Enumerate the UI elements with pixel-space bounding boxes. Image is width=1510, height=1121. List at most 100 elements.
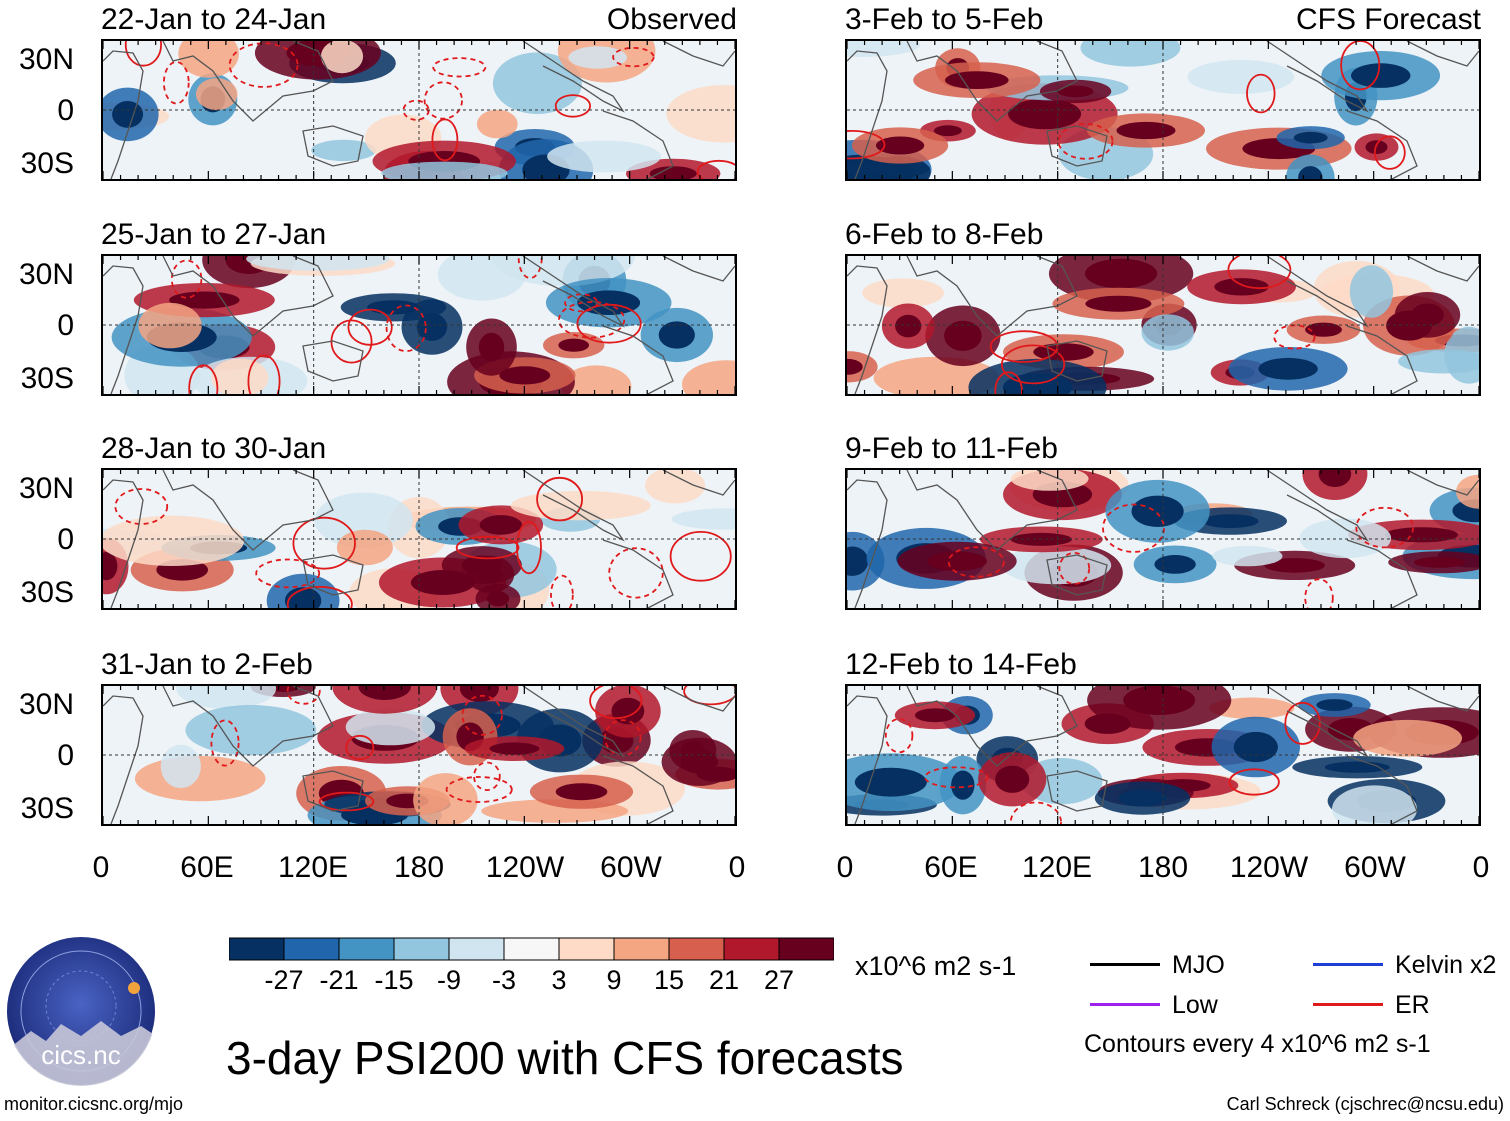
er-contour (1102, 503, 1165, 553)
coastline (1046, 770, 1108, 812)
anomaly-core (1085, 295, 1152, 312)
er-contour (947, 546, 1005, 578)
anomaly-core (1305, 322, 1342, 337)
coastline (662, 256, 735, 282)
anomaly-blob (103, 515, 245, 566)
colorbar-tick-label: 9 (606, 965, 622, 995)
anomaly-core (847, 546, 869, 576)
coastline (103, 265, 144, 394)
coastline (522, 686, 625, 758)
coastline (302, 554, 364, 596)
anomaly-core (933, 125, 962, 137)
er-contour (318, 791, 375, 812)
panel-title: 31-Jan to 2-Feb (101, 648, 313, 681)
map-panel-7 (845, 468, 1481, 610)
legend-line-mjo (1090, 963, 1160, 966)
er-contour (669, 531, 732, 582)
anomaly-core (558, 338, 589, 352)
anomaly-core (945, 71, 1009, 89)
anomaly-blob (176, 686, 277, 709)
anomaly-blob (666, 85, 735, 143)
lat-tick-label: 30N (18, 688, 74, 721)
cfs-forecast-label: CFS Forecast (1295, 3, 1481, 36)
coastline (1406, 256, 1479, 282)
anomaly-core (479, 515, 522, 535)
anomaly-core (951, 770, 975, 800)
coastline (522, 41, 625, 113)
colorbar-swatch (338, 937, 395, 961)
coastline (847, 265, 888, 394)
coastline (1346, 325, 1418, 394)
colorbar-tick-label: 3 (551, 965, 567, 995)
coastline (1266, 41, 1369, 113)
legend-line-er (1313, 1003, 1383, 1006)
er-contour (683, 686, 735, 706)
anomaly-core (895, 314, 922, 338)
map-panel-5 (845, 39, 1481, 181)
anomaly-core (103, 552, 118, 581)
lon-tick-label: 60E (924, 851, 978, 884)
er-contour (1284, 701, 1321, 745)
anomaly-blob (345, 708, 436, 746)
coastline (662, 41, 735, 67)
lat-tick-label: 30S (20, 362, 74, 395)
anomaly-blob (1332, 785, 1417, 824)
colorbar-swatch (668, 937, 725, 961)
anomaly-blob (847, 41, 921, 57)
anomaly-blob (1001, 546, 1112, 585)
anomaly-blob (568, 46, 627, 69)
anomaly-core (555, 783, 608, 801)
lat-tick-label: 30S (20, 792, 74, 825)
anomaly-core (847, 162, 894, 175)
anomaly-core (995, 765, 1030, 793)
legend-label: ER (1395, 991, 1430, 1019)
logo-text: cics.nc (41, 1040, 121, 1070)
anomaly-core (944, 320, 982, 351)
anomaly-blob (1187, 59, 1294, 94)
anomaly-blob (1010, 470, 1089, 491)
anomaly-core (1123, 686, 1196, 715)
anomaly-core (416, 313, 448, 341)
colorbar-tick-label: 27 (763, 965, 795, 995)
anomaly-core (284, 587, 322, 608)
er-contour (1246, 73, 1276, 114)
er-contour (292, 516, 356, 570)
panel-title: 9-Feb to 11-Feb (845, 432, 1058, 465)
map-panel-2 (101, 254, 737, 396)
anomaly-core (358, 686, 411, 700)
er-contour (924, 766, 989, 789)
lat-tick-label: 30N (18, 258, 74, 291)
lon-tick-label: 60E (180, 851, 234, 884)
panel-title: 3-Feb to 5-Feb (845, 3, 1044, 36)
anomaly-core (1233, 731, 1278, 763)
coastline (906, 256, 1078, 337)
anomaly-blob (138, 302, 202, 349)
lat-tick-label: 0 (57, 523, 74, 556)
er-contour (286, 686, 321, 705)
anomaly-core (499, 366, 551, 385)
lon-tick-label: 120E (1021, 851, 1093, 884)
er-contour (210, 719, 240, 767)
lon-tick-label: 60W (600, 851, 662, 884)
anomaly-blob (195, 78, 238, 111)
anomaly-blob (320, 41, 364, 74)
anomaly-core (1258, 357, 1318, 380)
panel-title: 28-Jan to 30-Jan (101, 432, 327, 465)
colorbar-units: x10^6 m2 s-1 (855, 951, 1017, 981)
coastline (602, 539, 674, 608)
anomaly-blob (1456, 474, 1479, 509)
coastline (1406, 41, 1479, 67)
colorbar-tick-label: -3 (491, 965, 516, 995)
er-contour (124, 41, 162, 67)
coastline (302, 770, 364, 812)
map-panel-1 (101, 39, 737, 181)
anomaly-blob (437, 256, 526, 301)
coastline (1406, 686, 1479, 712)
anomaly-blob (211, 358, 269, 394)
lon-tick-label: 0 (836, 851, 854, 884)
coastline (906, 470, 1078, 551)
er-contour (1001, 344, 1066, 385)
anomaly-core (914, 708, 956, 723)
anomaly-core (1351, 63, 1411, 88)
er-contour (247, 354, 281, 394)
